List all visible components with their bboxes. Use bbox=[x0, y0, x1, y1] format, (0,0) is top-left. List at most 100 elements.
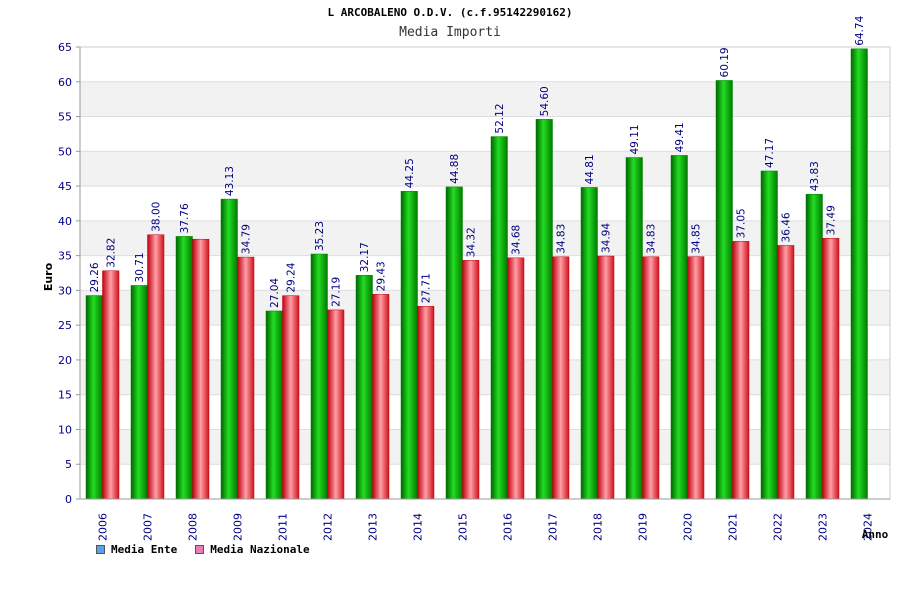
x-tick-label: 2016 bbox=[502, 513, 515, 541]
x-tick-label: 2019 bbox=[637, 513, 650, 541]
y-tick-label: 25 bbox=[58, 319, 72, 332]
y-tick-label: 40 bbox=[58, 215, 72, 228]
data-label: 34.85 bbox=[691, 224, 703, 254]
data-label: 36.46 bbox=[781, 212, 793, 242]
legend: Media Ente Media Nazionale bbox=[96, 543, 310, 556]
x-tick-label: 2009 bbox=[232, 513, 245, 541]
bar-media-ente bbox=[580, 187, 598, 500]
data-label: 38.00 bbox=[151, 202, 163, 232]
y-tick-label: 30 bbox=[58, 284, 72, 297]
bar-media-nazionale bbox=[372, 294, 390, 500]
data-label: 34.83 bbox=[556, 224, 568, 254]
bar-media-nazionale bbox=[777, 245, 795, 500]
bar-media-ente bbox=[175, 236, 193, 500]
y-tick-label: 0 bbox=[65, 493, 72, 506]
chart-title: L ARCOBALENO O.D.V. (c.f.95142290162) bbox=[327, 6, 573, 19]
bar-media-nazionale bbox=[597, 255, 615, 500]
grid-band bbox=[80, 359, 890, 395]
data-label: 44.81 bbox=[584, 154, 596, 184]
bar-media-nazionale bbox=[642, 256, 660, 500]
data-label: 37.76 bbox=[179, 203, 191, 233]
bar-media-nazionale bbox=[732, 241, 750, 500]
bar-media-ente bbox=[265, 310, 283, 500]
data-label: 49.11 bbox=[629, 124, 641, 154]
grid-band bbox=[80, 290, 890, 326]
bar-media-ente bbox=[760, 170, 778, 500]
data-label: 54.60 bbox=[539, 86, 551, 116]
bar-media-ente bbox=[355, 275, 373, 500]
x-tick-label: 2021 bbox=[727, 513, 740, 541]
bar-media-nazionale bbox=[507, 257, 525, 500]
bar-media-nazionale bbox=[237, 256, 255, 500]
bar-media-nazionale bbox=[417, 306, 435, 500]
bar-media-ente bbox=[310, 253, 328, 500]
plot-background bbox=[80, 47, 890, 499]
data-label: 60.19 bbox=[719, 47, 731, 77]
data-label: 49.41 bbox=[674, 122, 686, 152]
bar-media-ente bbox=[535, 119, 553, 500]
legend-item-media-nazionale: Media Nazionale bbox=[195, 543, 310, 556]
y-tick-label: 15 bbox=[58, 389, 72, 402]
x-tick-label: 2006 bbox=[97, 513, 110, 541]
bar-media-ente bbox=[805, 193, 823, 500]
grid-band bbox=[80, 151, 890, 187]
x-tick-label: 2023 bbox=[817, 513, 830, 541]
y-axis-label: Euro bbox=[42, 262, 55, 291]
data-label: 27.71 bbox=[421, 273, 433, 303]
legend-swatch-media-ente bbox=[96, 545, 105, 554]
bar-media-nazionale bbox=[282, 295, 300, 500]
y-tick-label: 65 bbox=[58, 41, 72, 54]
bar-media-nazionale bbox=[102, 270, 120, 500]
data-label: 37.05 bbox=[736, 208, 748, 238]
data-label: 44.25 bbox=[404, 158, 416, 188]
data-label: 34.83 bbox=[646, 224, 658, 254]
legend-swatch-media-nazionale bbox=[195, 545, 205, 554]
x-tick-label: 2017 bbox=[547, 513, 560, 541]
x-tick-label: 2020 bbox=[682, 513, 695, 541]
data-label: 29.43 bbox=[376, 261, 388, 291]
data-label: 34.79 bbox=[241, 224, 253, 254]
data-label: 64.74 bbox=[854, 15, 866, 45]
legend-label-media-ente: Media Ente bbox=[111, 543, 178, 556]
data-label: 47.17 bbox=[764, 138, 776, 168]
data-label: 32.82 bbox=[106, 238, 118, 268]
bar-media-nazionale bbox=[552, 256, 570, 500]
bar-media-ente bbox=[715, 80, 733, 500]
y-tick-label: 20 bbox=[58, 354, 72, 367]
bar-media-ente bbox=[130, 285, 148, 500]
x-tick-label: 2022 bbox=[772, 513, 785, 541]
x-tick-label: 2013 bbox=[367, 513, 380, 541]
y-tick-label: 45 bbox=[58, 180, 72, 193]
y-tick-label: 60 bbox=[58, 76, 72, 89]
bar-media-ente bbox=[490, 136, 508, 500]
y-tick-label: 35 bbox=[58, 250, 72, 263]
y-tick-label: 5 bbox=[65, 458, 72, 471]
x-tick-label: 2024 bbox=[862, 513, 875, 541]
bar-media-ente bbox=[400, 191, 418, 500]
legend-label-media-nazionale: Media Nazionale bbox=[210, 543, 310, 556]
x-tick-label: 2011 bbox=[277, 513, 290, 541]
bar-media-nazionale bbox=[327, 309, 345, 500]
data-label: 34.94 bbox=[601, 223, 613, 253]
bar-media-nazionale bbox=[462, 260, 480, 500]
grid-band bbox=[80, 429, 890, 465]
grid-band bbox=[80, 81, 890, 117]
x-tick-label: 2012 bbox=[322, 513, 335, 541]
data-label: 27.04 bbox=[269, 278, 281, 308]
bar-media-ente bbox=[670, 155, 688, 500]
bar-media-ente bbox=[445, 186, 463, 500]
x-tick-label: 2015 bbox=[457, 513, 470, 541]
data-label: 32.17 bbox=[359, 242, 371, 272]
y-tick-label: 55 bbox=[58, 111, 72, 124]
data-label: 37.49 bbox=[826, 205, 838, 235]
data-label: 27.19 bbox=[331, 277, 343, 307]
data-label: 34.68 bbox=[511, 225, 523, 255]
x-tick-label: 2018 bbox=[592, 513, 605, 541]
data-label: 29.24 bbox=[286, 262, 298, 292]
x-tick-label: 2007 bbox=[142, 513, 155, 541]
x-axis-label: Anno bbox=[862, 528, 889, 541]
y-tick-label: 10 bbox=[58, 423, 72, 436]
data-label: 43.13 bbox=[224, 166, 236, 196]
